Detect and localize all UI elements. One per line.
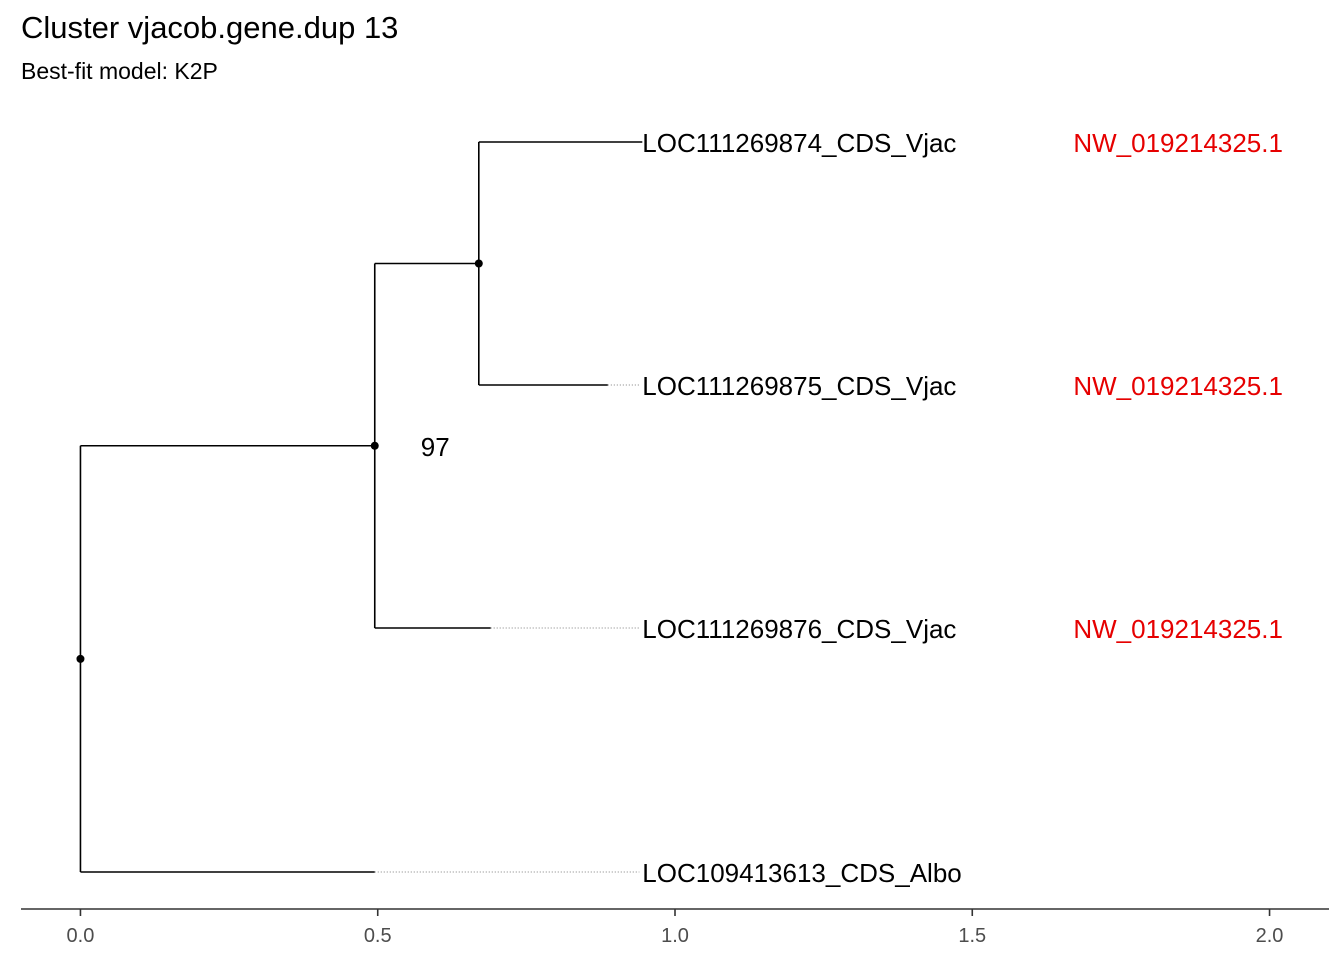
contig-label: NW_019214325.1 (1073, 371, 1283, 401)
tip-label: LOC111269875_CDS_Vjac (642, 371, 956, 401)
contig-label: NW_019214325.1 (1073, 128, 1283, 158)
contig-label: NW_019214325.1 (1073, 614, 1283, 644)
node-point (76, 654, 85, 663)
tree-title: Cluster vjacob.gene.dup 13 (21, 10, 399, 45)
node-point (370, 441, 379, 450)
tip-label: LOC109413613_CDS_Albo (642, 858, 961, 888)
x-tick-label: 0.5 (364, 925, 392, 947)
tip-label: LOC111269874_CDS_Vjac (642, 128, 956, 158)
support-value: 97 (421, 432, 450, 462)
x-tick-label: 0.0 (67, 925, 95, 947)
x-tick-label: 1.5 (958, 925, 986, 947)
x-tick-label: 1.0 (661, 925, 689, 947)
tip-label: LOC111269876_CDS_Vjac (642, 614, 956, 644)
tree-subtitle: Best-fit model: K2P (21, 58, 218, 84)
node-point (474, 259, 483, 268)
x-tick-label: 2.0 (1256, 925, 1284, 947)
